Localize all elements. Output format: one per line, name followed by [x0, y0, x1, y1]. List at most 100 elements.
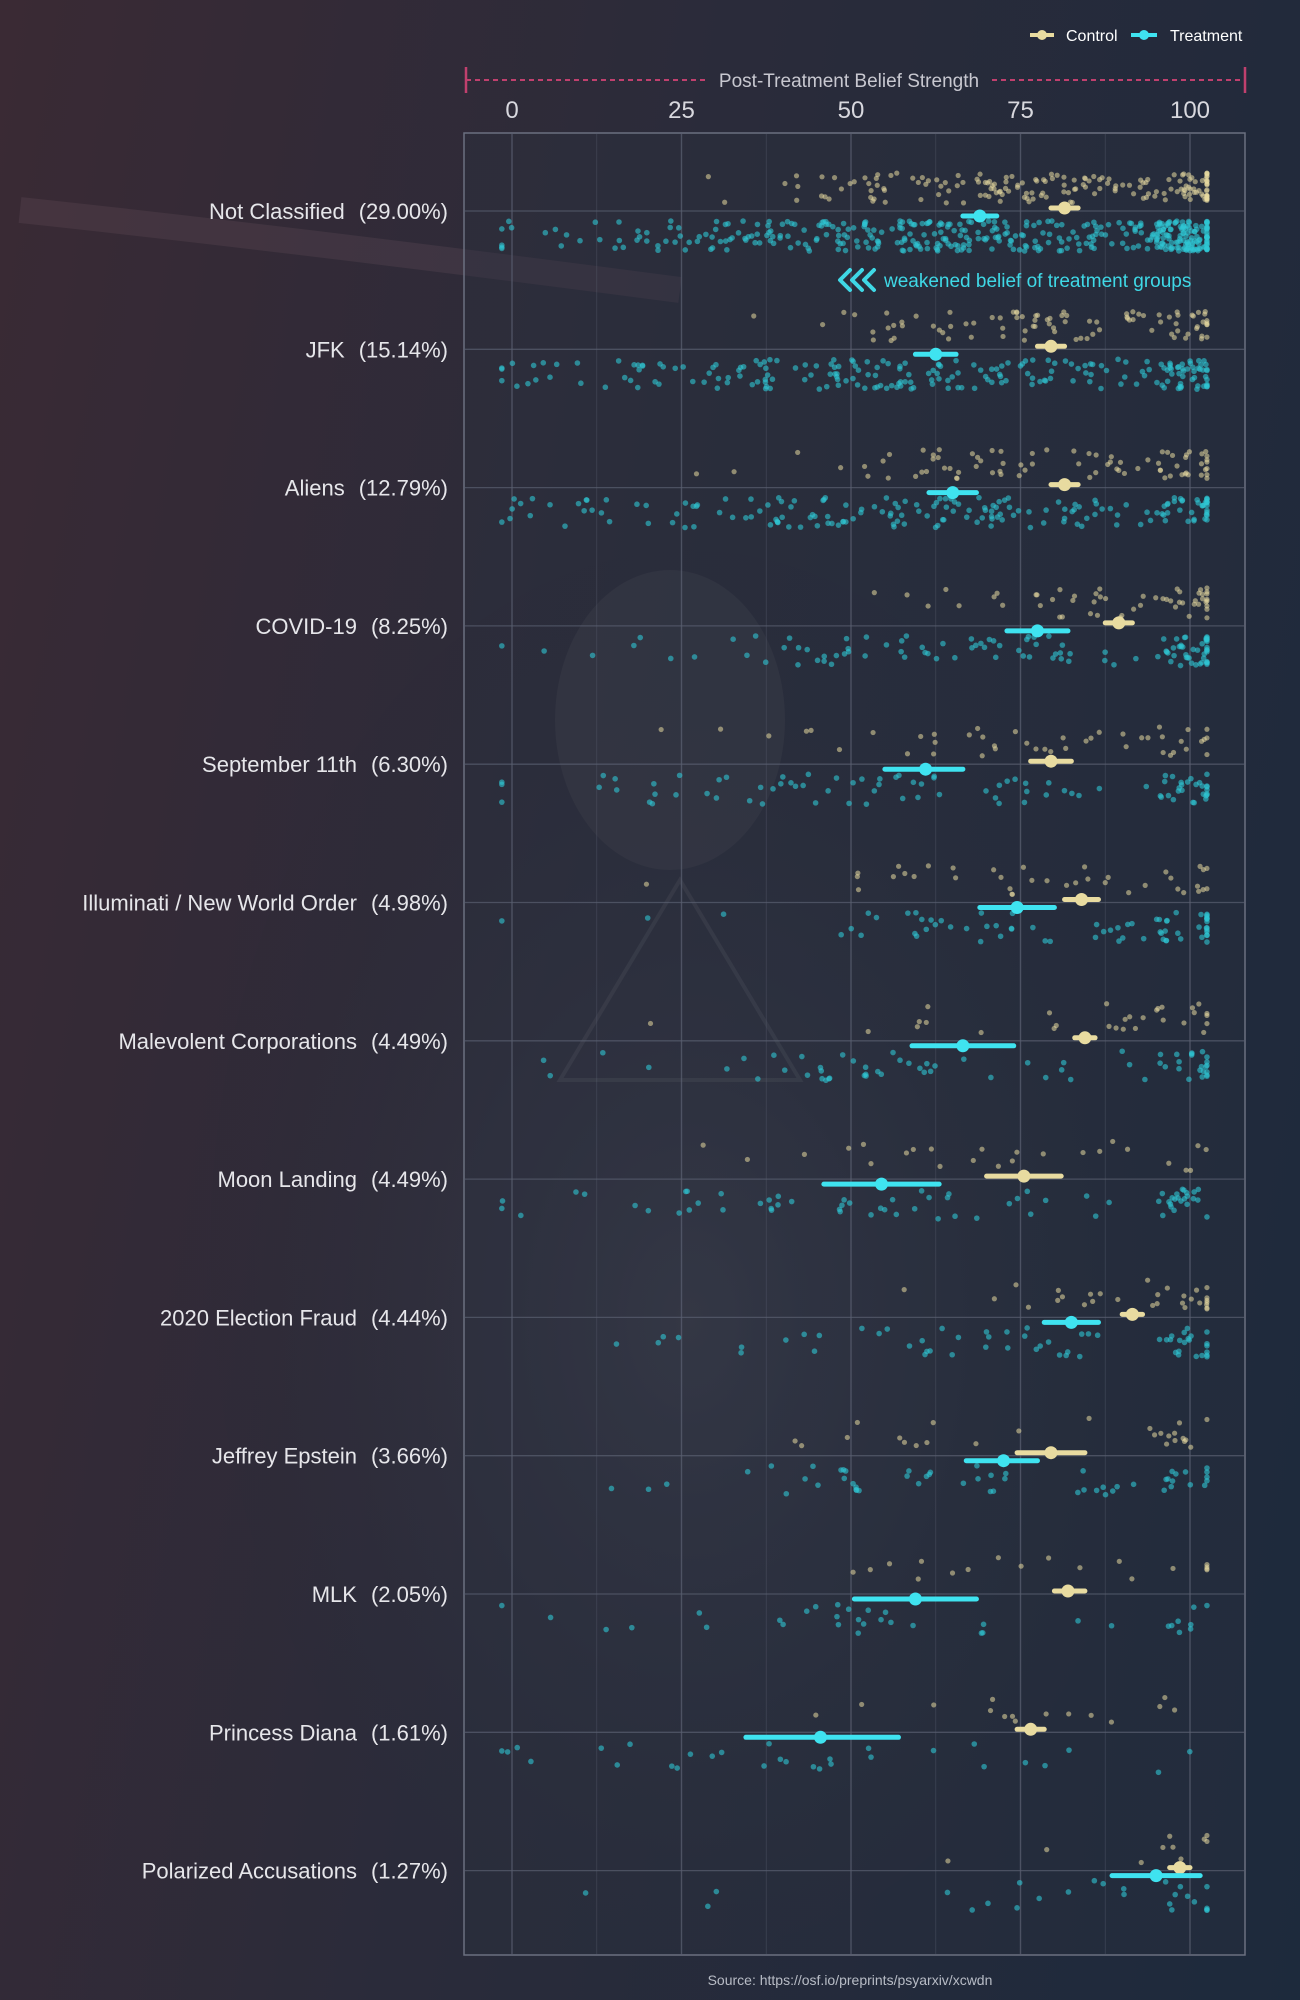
treatment-mean-point: [956, 1039, 970, 1053]
control-point: [1120, 182, 1126, 188]
treatment-point: [978, 640, 984, 647]
control-point: [1084, 335, 1090, 342]
treatment-point: [777, 1617, 783, 1624]
treatment-point: [1020, 653, 1027, 659]
treatment-point: [783, 1490, 790, 1497]
control-point: [1044, 1847, 1050, 1853]
treatment-point: [1002, 231, 1008, 237]
treatment-point: [1193, 1353, 1200, 1360]
treatment-point: [720, 1207, 726, 1213]
treatment-point: [1100, 1880, 1107, 1887]
treatment-point: [724, 247, 730, 253]
treatment-point: [780, 774, 786, 780]
treatment-point: [1163, 232, 1170, 238]
treatment-point: [1006, 504, 1013, 511]
control-point: [886, 451, 893, 458]
treatment-point: [917, 1065, 923, 1072]
treatment-mean-point: [908, 1592, 922, 1606]
treatment-point: [912, 930, 918, 937]
treatment-point: [1189, 376, 1196, 383]
treatment-point: [746, 797, 753, 804]
treatment-point: [1184, 1201, 1190, 1208]
treatment-point: [1012, 233, 1019, 239]
control-point: [1014, 1149, 1020, 1155]
treatment-point: [1180, 246, 1187, 253]
treatment-point: [819, 1075, 825, 1082]
treatment-point: [988, 513, 995, 520]
treatment-point: [843, 378, 849, 384]
treatment-point: [612, 776, 618, 782]
treatment-point: [868, 1212, 874, 1218]
treatment-point: [1004, 1329, 1010, 1335]
control-point: [1093, 470, 1099, 476]
treatment-point: [743, 237, 749, 243]
treatment-point: [1186, 1748, 1193, 1755]
control-point: [949, 1570, 956, 1576]
control-point: [888, 172, 894, 179]
treatment-point: [1181, 1329, 1188, 1336]
treatment-point: [962, 227, 968, 234]
treatment-point: [1179, 361, 1186, 367]
treatment-point: [1196, 245, 1202, 252]
treatment-point: [792, 783, 799, 790]
control-point: [1163, 1441, 1170, 1447]
control-point: [1189, 1005, 1196, 1011]
control-point: [868, 1161, 874, 1167]
treatment-point: [596, 784, 602, 791]
treatment-point: [1190, 364, 1196, 371]
control-point: [1094, 612, 1101, 618]
treatment-point: [862, 385, 868, 391]
treatment-point: [1204, 1349, 1210, 1355]
treatment-point: [942, 495, 949, 502]
treatment-point: [657, 361, 663, 367]
control-point: [1000, 460, 1006, 466]
treatment-point: [850, 779, 856, 786]
treatment-point: [901, 235, 908, 242]
treatment-point: [928, 377, 935, 383]
control-point: [1018, 1563, 1024, 1569]
treatment-point: [682, 247, 689, 253]
treatment-point: [1177, 936, 1184, 942]
treatment-point: [1124, 245, 1130, 252]
treatment-point: [921, 1069, 928, 1076]
treatment-point: [834, 371, 840, 377]
treatment-point: [541, 648, 547, 654]
treatment-point: [1180, 373, 1186, 380]
treatment-point: [1167, 226, 1174, 233]
control-mean-point: [1058, 478, 1072, 492]
control-point: [1154, 1301, 1160, 1307]
treatment-point: [634, 384, 641, 391]
treatment-point: [845, 1606, 852, 1613]
control-point: [925, 178, 931, 184]
control-point: [1009, 891, 1015, 897]
treatment-point: [740, 218, 746, 224]
control-point: [1090, 331, 1096, 337]
treatment-point: [855, 1616, 862, 1623]
treatment-point: [931, 503, 937, 510]
category-label: Moon Landing (4.49%): [218, 1167, 449, 1192]
treatment-point: [764, 372, 771, 378]
treatment-point: [802, 362, 809, 368]
control-point: [1049, 596, 1056, 603]
control-point: [1086, 178, 1092, 184]
treatment-point: [582, 1890, 589, 1896]
treatment-point: [981, 1763, 987, 1770]
treatment-point: [508, 224, 515, 231]
control-point: [841, 309, 847, 315]
treatment-point: [840, 1466, 847, 1473]
treatment-point: [1003, 377, 1009, 384]
treatment-point: [876, 1330, 882, 1337]
control-point: [1181, 1020, 1187, 1026]
treatment-point: [877, 382, 884, 389]
treatment-point: [871, 227, 877, 233]
treatment-point: [932, 1063, 938, 1069]
treatment-point: [996, 642, 1003, 649]
control-point: [1197, 863, 1203, 869]
treatment-point: [1103, 367, 1110, 374]
treatment-point: [805, 771, 812, 778]
treatment-point: [660, 1333, 667, 1340]
control-point: [916, 1019, 922, 1025]
control-point: [855, 870, 861, 876]
treatment-point: [954, 247, 961, 254]
treatment-point: [1195, 1197, 1201, 1203]
